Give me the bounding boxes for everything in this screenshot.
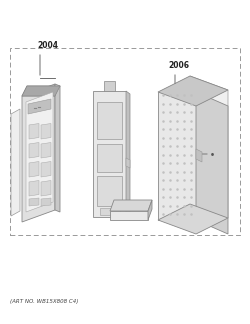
- Polygon shape: [158, 204, 228, 234]
- Polygon shape: [196, 92, 228, 234]
- Polygon shape: [41, 123, 51, 139]
- Polygon shape: [22, 84, 55, 222]
- Polygon shape: [41, 143, 51, 158]
- Text: (ART NO. WB15X808 C4): (ART NO. WB15X808 C4): [10, 299, 78, 305]
- Polygon shape: [100, 208, 120, 215]
- Polygon shape: [104, 81, 115, 91]
- Polygon shape: [41, 198, 51, 206]
- Polygon shape: [190, 76, 228, 218]
- Polygon shape: [158, 76, 228, 106]
- Polygon shape: [22, 86, 60, 96]
- Polygon shape: [126, 91, 130, 220]
- Polygon shape: [55, 84, 60, 212]
- Polygon shape: [22, 86, 60, 96]
- Polygon shape: [97, 176, 122, 206]
- Bar: [10, 48, 240, 235]
- Polygon shape: [196, 149, 202, 162]
- Polygon shape: [11, 109, 20, 216]
- Polygon shape: [97, 102, 122, 139]
- Polygon shape: [158, 92, 196, 220]
- Polygon shape: [29, 180, 39, 196]
- Polygon shape: [41, 180, 51, 196]
- Text: ⬤: ⬤: [211, 152, 214, 156]
- Text: 2006: 2006: [168, 62, 189, 71]
- Polygon shape: [148, 200, 152, 220]
- Polygon shape: [126, 158, 130, 168]
- Polygon shape: [29, 161, 39, 177]
- Polygon shape: [97, 144, 122, 172]
- Polygon shape: [93, 91, 126, 217]
- Polygon shape: [29, 198, 39, 206]
- Polygon shape: [29, 143, 39, 158]
- Polygon shape: [110, 200, 152, 211]
- Polygon shape: [26, 92, 53, 212]
- Polygon shape: [41, 161, 51, 177]
- Polygon shape: [110, 211, 148, 220]
- Text: 2004: 2004: [37, 41, 58, 51]
- Polygon shape: [28, 99, 51, 114]
- Polygon shape: [29, 123, 39, 139]
